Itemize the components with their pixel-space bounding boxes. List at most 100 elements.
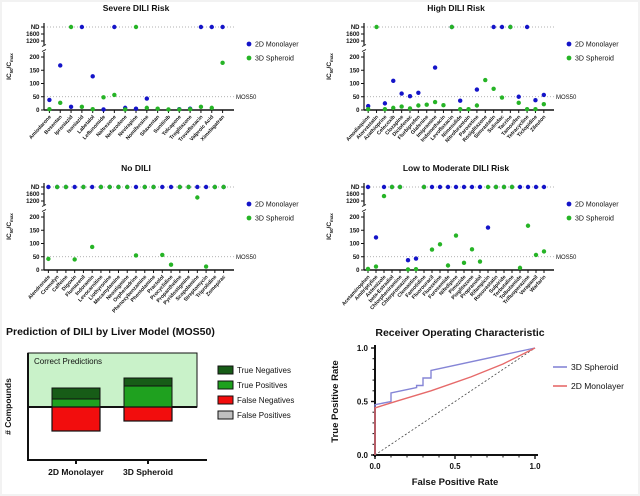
top-row: Severe DILI Risk MOS50 ND 1600 1200 200 150 100…: [0, 0, 640, 160]
y-tick-label: 0: [36, 108, 40, 114]
data-point: [133, 184, 139, 190]
data-point: [541, 249, 547, 254]
mos50-label: MOS50: [236, 95, 257, 101]
x-tick-label: 3D Spheroid: [123, 467, 173, 477]
data-point: [107, 184, 112, 190]
legend-dot-icon: [246, 55, 252, 61]
data-point: [485, 184, 491, 190]
data-point: [133, 253, 139, 258]
data-point: [491, 24, 496, 30]
legend-label: 3D Spheroid: [255, 55, 294, 62]
bottom-row: Prediction of DILI by Liver Model (MOS50…: [0, 320, 640, 496]
y-tick-label: 1.0: [357, 344, 369, 353]
data-point: [407, 106, 413, 111]
data-point: [389, 184, 395, 190]
bar-segment-true-positives: [51, 398, 101, 408]
data-point: [160, 252, 165, 258]
legend-dot-icon: [566, 41, 572, 47]
legend-dot-icon: [246, 215, 252, 221]
y-axis-title: IC50/Cmax: [326, 213, 334, 240]
data-point: [72, 184, 77, 190]
data-point: [47, 107, 52, 112]
data-point: [533, 97, 538, 103]
data-point: [155, 106, 160, 111]
data-point: [209, 24, 214, 30]
chart-title: Receiver Operating Characteristic: [375, 327, 544, 339]
y-tick-label: 1200: [26, 199, 40, 205]
data-point: [195, 184, 200, 190]
y-tick-label: 1600: [346, 32, 360, 38]
data-point: [209, 105, 214, 111]
data-point: [524, 24, 530, 30]
data-point: [421, 184, 427, 190]
data-point: [485, 225, 491, 230]
y-axis-title: # Compounds: [3, 378, 13, 435]
data-point: [365, 107, 371, 112]
data-point: [203, 264, 209, 269]
data-point: [220, 24, 225, 30]
data-point: [166, 107, 171, 112]
x-tick-label: 0.5: [449, 462, 461, 471]
data-point: [437, 242, 443, 247]
mos50-label: MOS50: [556, 255, 577, 261]
data-point: [445, 184, 451, 190]
data-point: [373, 264, 379, 269]
y-tick-label: 1200: [346, 39, 360, 45]
data-point: [405, 267, 411, 272]
legend-label: 2D Monolayer: [255, 201, 299, 208]
data-point: [405, 257, 411, 263]
data-point: [125, 184, 130, 190]
y-tick-label: 150: [29, 228, 40, 234]
data-point: [391, 105, 396, 111]
data-point: [541, 101, 547, 107]
chart-title: Prediction of DILI by Liver Model (MOS50…: [6, 326, 215, 338]
data-point: [501, 184, 507, 190]
legend-dot-icon: [246, 201, 252, 207]
data-point: [221, 184, 226, 190]
data-point: [457, 98, 463, 103]
y-tick-label: ND: [31, 25, 40, 31]
bar-segment-true-positives: [123, 385, 173, 408]
data-point: [508, 24, 513, 30]
data-point: [203, 184, 209, 190]
data-point: [58, 63, 63, 68]
x-axis-title: False Positive Rate: [412, 477, 499, 488]
y-axis-title: IC50/Cmax: [326, 53, 334, 80]
y-tick-label: 50: [33, 95, 40, 101]
legend-label: 3D Spheroid: [575, 215, 614, 222]
data-point: [533, 184, 539, 190]
data-point: [144, 96, 150, 101]
y-axis-break-icon: [361, 44, 367, 52]
data-point: [116, 184, 121, 190]
legend-dot-icon: [566, 201, 572, 207]
data-point: [122, 107, 128, 112]
data-point: [373, 235, 379, 240]
data-point: [160, 184, 165, 190]
data-point: [79, 104, 85, 110]
bar-segment-true-negatives: [123, 377, 173, 387]
y-tick-label: 0: [356, 268, 360, 274]
data-point: [133, 106, 139, 111]
y-tick-label: ND: [351, 185, 360, 191]
low-moderate-dili-risk-chart: Low to Moderate DILI Risk MOS50 ND16001200…: [326, 163, 619, 311]
data-point: [382, 107, 388, 112]
y-tick-label: 0.5: [357, 397, 369, 406]
y-tick-label: 100: [29, 82, 40, 88]
y-tick-label: 100: [29, 242, 40, 248]
y-tick-label: 150: [349, 228, 360, 234]
legend-label: True Negatives: [237, 366, 291, 375]
legend-label: True Positives: [237, 381, 287, 390]
data-point: [168, 184, 174, 190]
data-point: [499, 95, 505, 100]
legend-swatch-icon: [217, 410, 234, 420]
data-point: [469, 184, 475, 190]
data-point: [177, 107, 182, 112]
y-tick-label: ND: [351, 25, 360, 31]
x-tick-label: 0.0: [369, 462, 381, 471]
legend-label: 2D Monolayer: [571, 381, 624, 391]
chart-title: High DILI Risk: [427, 3, 485, 13]
data-point: [516, 100, 521, 106]
data-point: [541, 184, 547, 190]
y-axis-break-icon: [41, 204, 47, 212]
